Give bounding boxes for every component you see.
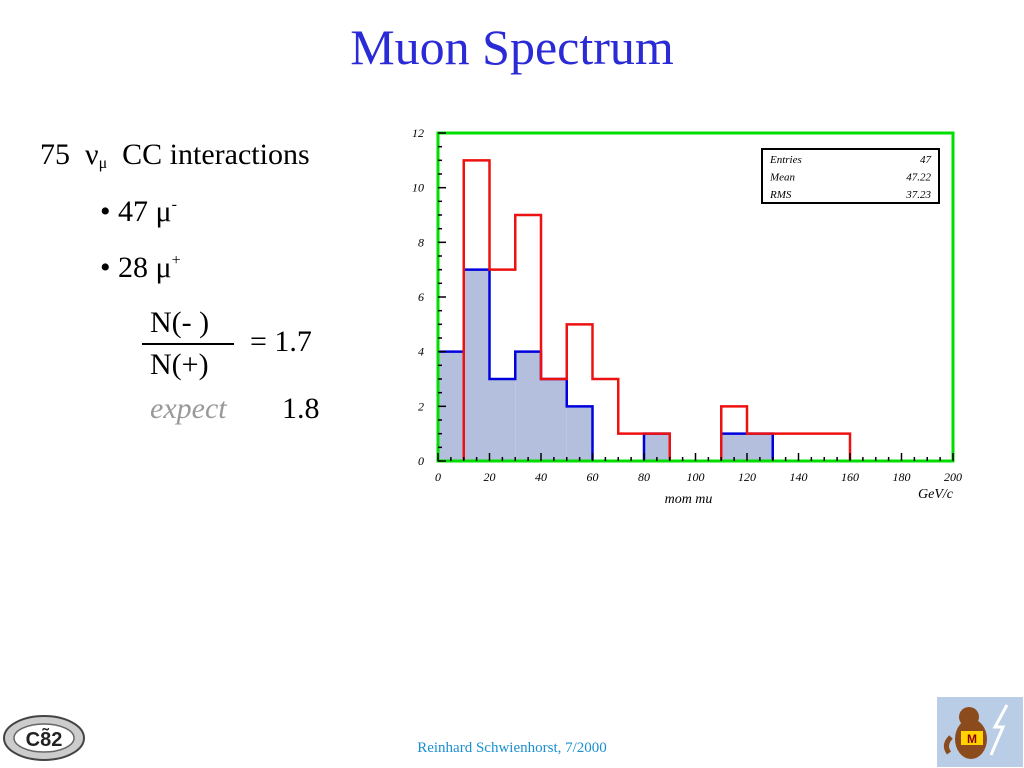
y-tick-label: 10 — [412, 181, 424, 195]
histogram-bar-fill — [721, 433, 747, 461]
x-tick-label: 0 — [435, 470, 441, 484]
svg-text:M: M — [967, 732, 977, 746]
interaction-label: CC interactions — [122, 138, 310, 171]
bullet-mu-plus-text: • 28 μ — [100, 251, 172, 284]
histogram-bar-fill — [463, 269, 490, 461]
stats-label: RMS — [769, 189, 792, 201]
bullet-mu-minus-text: • 47 μ — [100, 195, 172, 228]
stats-label: Entries — [769, 154, 802, 166]
histogram-bar-fill — [515, 351, 541, 461]
y-tick-label: 6 — [418, 290, 424, 304]
histogram-bar-fill — [644, 433, 670, 461]
footer-author-date: Reinhard Schwienhorst, 7/2000 — [417, 740, 607, 756]
gopher-mascot-logo: M — [937, 697, 1023, 767]
x-tick-label: 140 — [790, 470, 808, 484]
neutrino-subscript: μ — [98, 155, 108, 172]
x-tick-label: 180 — [893, 470, 911, 484]
x-axis-unit: GeV/c — [918, 487, 954, 502]
histogram-bar-fill — [566, 406, 593, 461]
x-tick-label: 40 — [535, 470, 547, 484]
bullet-mu-minus-sup: - — [171, 196, 177, 213]
x-tick-label: 160 — [841, 470, 859, 484]
y-tick-label: 0 — [418, 454, 424, 468]
histogram-bar-fill — [489, 379, 516, 461]
y-tick-label: 4 — [418, 345, 424, 359]
c812-logo: C8̃2 — [3, 715, 85, 761]
stats-value: 47 — [920, 154, 932, 166]
bullet-mu-plus-sup: + — [171, 252, 181, 269]
y-tick-label: 12 — [412, 126, 424, 140]
stats-value: 37.23 — [905, 189, 931, 201]
slide-title: Muon Spectrum — [350, 19, 674, 75]
ratio-denominator: N(+) — [150, 348, 209, 381]
x-tick-label: 200 — [944, 470, 962, 484]
fraction-line — [142, 343, 234, 345]
x-tick-label: 80 — [638, 470, 650, 484]
muon-momentum-histogram: 0 20 40 60 80 100 120 140 160 180 200 0 2 4 6 8 10 12 mom … — [412, 126, 962, 507]
interaction-count-line: 75 νμ CC interactions — [40, 138, 310, 173]
bullet-mu-plus: • 28 μ+ — [100, 251, 181, 285]
y-tick-label: 8 — [418, 235, 424, 249]
x-tick-label: 20 — [484, 470, 496, 484]
histogram-bar-fill — [747, 433, 773, 461]
histogram-bar-fill — [541, 379, 567, 461]
histogram-series-outline — [462, 159, 852, 463]
expect-label: expect — [150, 392, 227, 425]
event-count: 75 — [40, 138, 70, 171]
stats-label: Mean — [769, 172, 796, 184]
x-tick-label: 100 — [687, 470, 705, 484]
ratio-numerator: N(- ) — [150, 306, 210, 339]
stats-value: 47.22 — [906, 172, 931, 184]
expect-value: 1.8 — [282, 392, 320, 425]
x-tick-label: 60 — [587, 470, 599, 484]
ratio-value: = 1.7 — [250, 325, 312, 358]
c812-logo-text: C8̃2 — [26, 727, 63, 751]
y-tick-label: 2 — [418, 399, 424, 413]
x-tick-label: 120 — [738, 470, 756, 484]
neutrino-symbol: ν — [85, 138, 99, 171]
x-axis-label: mom mu — [665, 492, 713, 507]
stats-box — [761, 148, 940, 204]
bullet-mu-minus: • 47 μ- — [100, 195, 177, 229]
